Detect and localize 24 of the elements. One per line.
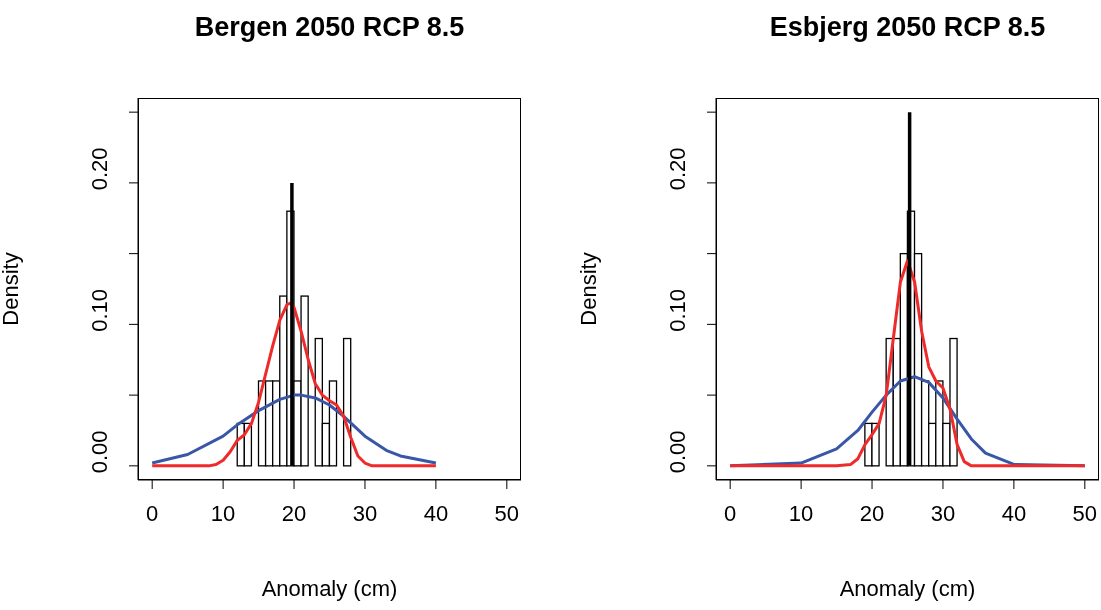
x-axis-title: Anomaly (cm) <box>261 576 398 601</box>
x-tick-label: 0 <box>146 501 159 526</box>
y-tick-label: 0.20 <box>87 147 112 191</box>
y-tick-label: 0.10 <box>87 288 112 332</box>
x-tick-label: 40 <box>1001 501 1027 526</box>
x-tick-label: 20 <box>281 501 307 526</box>
x-tick-label: 10 <box>788 501 814 526</box>
chart-title: Bergen 2050 RCP 8.5 <box>193 12 466 43</box>
y-tick-label: 0.10 <box>665 288 690 332</box>
y-tick-label: 0.00 <box>87 430 112 474</box>
chart-title: Esbjerg 2050 RCP 8.5 <box>768 12 1047 43</box>
x-tick-label: 40 <box>423 501 449 526</box>
x-tick-label: 0 <box>724 501 737 526</box>
y-axis-title: Density <box>0 252 23 326</box>
x-axis-title: Anomaly (cm) <box>839 576 976 601</box>
x-tick-label: 30 <box>930 501 956 526</box>
y-tick-label: 0.00 <box>665 430 690 474</box>
x-tick-label: 10 <box>210 501 236 526</box>
x-tick-label: 50 <box>494 501 520 526</box>
x-tick-label: 50 <box>1072 501 1098 526</box>
y-axis-title: Density <box>575 252 601 326</box>
y-tick-label: 0.20 <box>665 147 690 191</box>
x-tick-label: 20 <box>859 501 885 526</box>
x-tick-label: 30 <box>352 501 378 526</box>
